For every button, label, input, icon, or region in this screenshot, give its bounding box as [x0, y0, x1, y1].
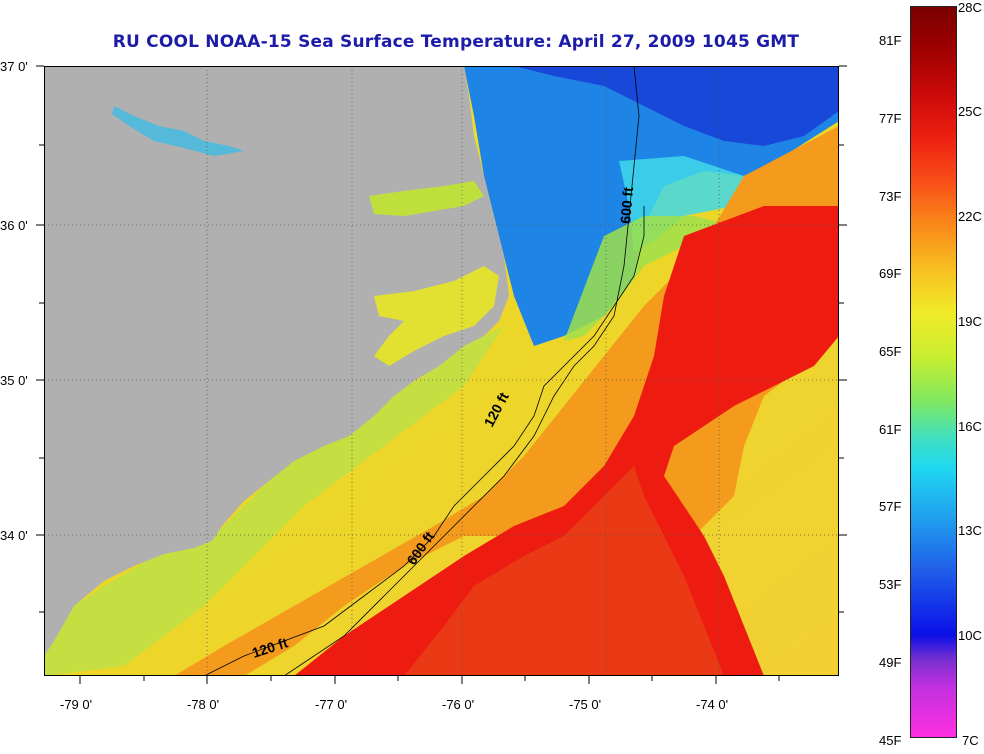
cbar-label-57f: 57F: [879, 499, 902, 514]
cbar-label-19c: 19C: [958, 314, 982, 329]
cbar-label-81f: 81F: [879, 33, 902, 48]
albemarle-sound: [369, 181, 484, 216]
colorbar: [910, 6, 957, 738]
cbar-label-69f: 69F: [879, 266, 902, 281]
cbar-label-65f: 65F: [879, 344, 902, 359]
cbar-label-22c: 22C: [958, 209, 982, 224]
cbar-label-28c: 28C: [958, 0, 982, 15]
gulf-stream-inner: [404, 466, 724, 676]
map-frame: [44, 66, 839, 676]
lon-label-76: -76 0': [442, 697, 475, 712]
map-title: RU COOL NOAA-15 Sea Surface Temperature:…: [112, 32, 800, 52]
pamlico-sound: [374, 266, 499, 366]
cbar-label-73f: 73F: [879, 189, 902, 204]
cbar-label-61f: 61F: [879, 422, 902, 437]
cbar-label-77f: 77F: [879, 111, 902, 126]
river-estuary: [112, 106, 244, 156]
lat-lon-grid: [44, 66, 839, 676]
cbar-label-49f: 49F: [879, 655, 902, 670]
lon-label-79: -79 0': [60, 697, 93, 712]
cbar-label-10c: 10C: [958, 628, 982, 643]
isobath-label-600ft-north: 600 ft: [617, 186, 636, 224]
lon-label-77: -77 0': [315, 697, 348, 712]
cbar-label-53f: 53F: [879, 577, 902, 592]
lon-label-75: -75 0': [569, 697, 602, 712]
lat-label-35: 35 0': [0, 373, 28, 388]
sst-map: 120 ft 120 ft 600 ft 600 ft: [44, 66, 839, 676]
green-front: [564, 216, 744, 341]
shelf-water-green: [44, 326, 504, 676]
cbar-label-7c: 7C: [962, 733, 979, 748]
cbar-label-13c: 13C: [958, 523, 982, 538]
isobath-600ft: [283, 66, 640, 676]
gulf-stream-core: [294, 206, 839, 676]
cbar-label-16c: 16C: [958, 419, 982, 434]
lon-label-74: -74 0': [696, 697, 729, 712]
lat-label-36: 36 0': [0, 218, 28, 233]
cbar-label-25c: 25C: [958, 104, 982, 119]
lat-label-34: 34 0': [0, 528, 28, 543]
cbar-label-45f: 45F: [879, 733, 902, 748]
lon-label-78: -78 0': [187, 697, 220, 712]
deep-cold-water: [514, 66, 839, 146]
lat-label-37: 37 0': [0, 59, 28, 74]
